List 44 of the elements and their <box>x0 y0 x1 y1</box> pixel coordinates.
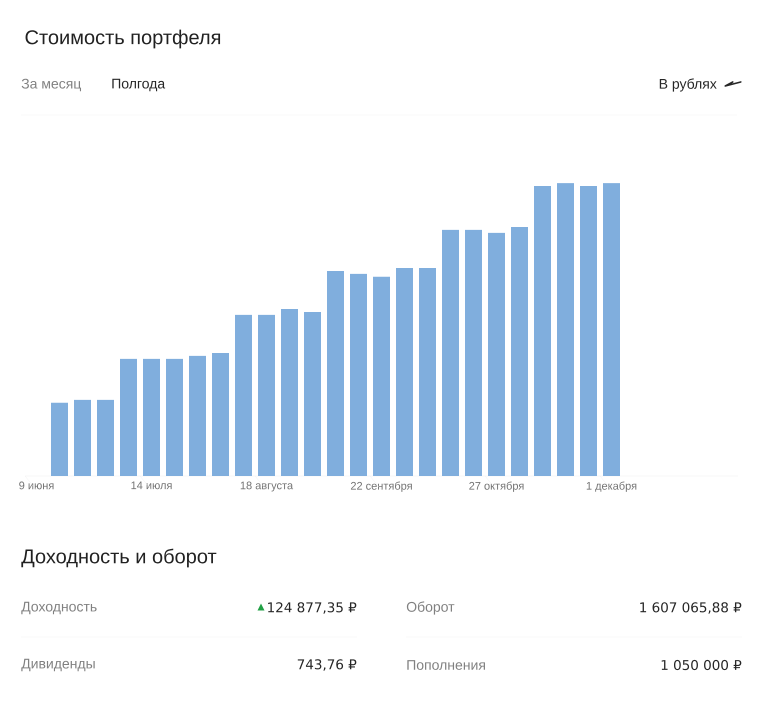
x-tick-label: 18 августа <box>240 482 294 492</box>
bar <box>258 314 276 476</box>
bar <box>350 274 368 476</box>
x-tick-label: 1 декабря <box>586 482 636 492</box>
x-tick-label: 9 июня <box>19 482 54 490</box>
bar <box>281 309 298 476</box>
bar <box>189 356 206 476</box>
bar <box>143 358 160 476</box>
text: Полгода <box>112 78 166 92</box>
bar <box>396 268 414 476</box>
bar <box>442 230 460 476</box>
text: Оборот <box>406 601 454 615</box>
x-tick-label: 14 июля <box>131 482 172 490</box>
bar <box>212 352 229 476</box>
text: 1 607 065,88 ₽ <box>640 602 742 614</box>
bar <box>97 400 114 476</box>
bar <box>419 268 436 476</box>
bar <box>120 358 137 476</box>
x-tick-label: 27 октября <box>469 482 524 492</box>
x-tick-label: 22 сентября <box>350 482 412 492</box>
text: 743,76 ₽ <box>298 659 356 671</box>
text: В рублях <box>660 78 717 92</box>
bar <box>603 183 620 476</box>
bar <box>74 400 91 476</box>
text: За месяц <box>22 78 82 92</box>
bar <box>235 314 252 476</box>
bar <box>534 186 552 476</box>
bar <box>327 270 344 476</box>
text: Доходность <box>21 602 97 614</box>
bar <box>51 402 68 476</box>
bar <box>580 186 598 476</box>
text: Доходность и оборот <box>21 548 216 568</box>
text: 124 877,35 ₽ <box>268 602 356 614</box>
bar <box>373 276 390 476</box>
bar <box>166 358 183 476</box>
text: Дивиденды <box>21 658 95 672</box>
bar <box>304 312 322 476</box>
chart-title: Стоимость портфеля <box>26 30 220 48</box>
bar <box>511 227 528 476</box>
bar <box>465 230 482 476</box>
bar <box>488 232 506 476</box>
text: 1 050 000 ₽ <box>662 660 742 670</box>
text: Пополнения <box>407 660 485 670</box>
bar <box>557 183 574 476</box>
